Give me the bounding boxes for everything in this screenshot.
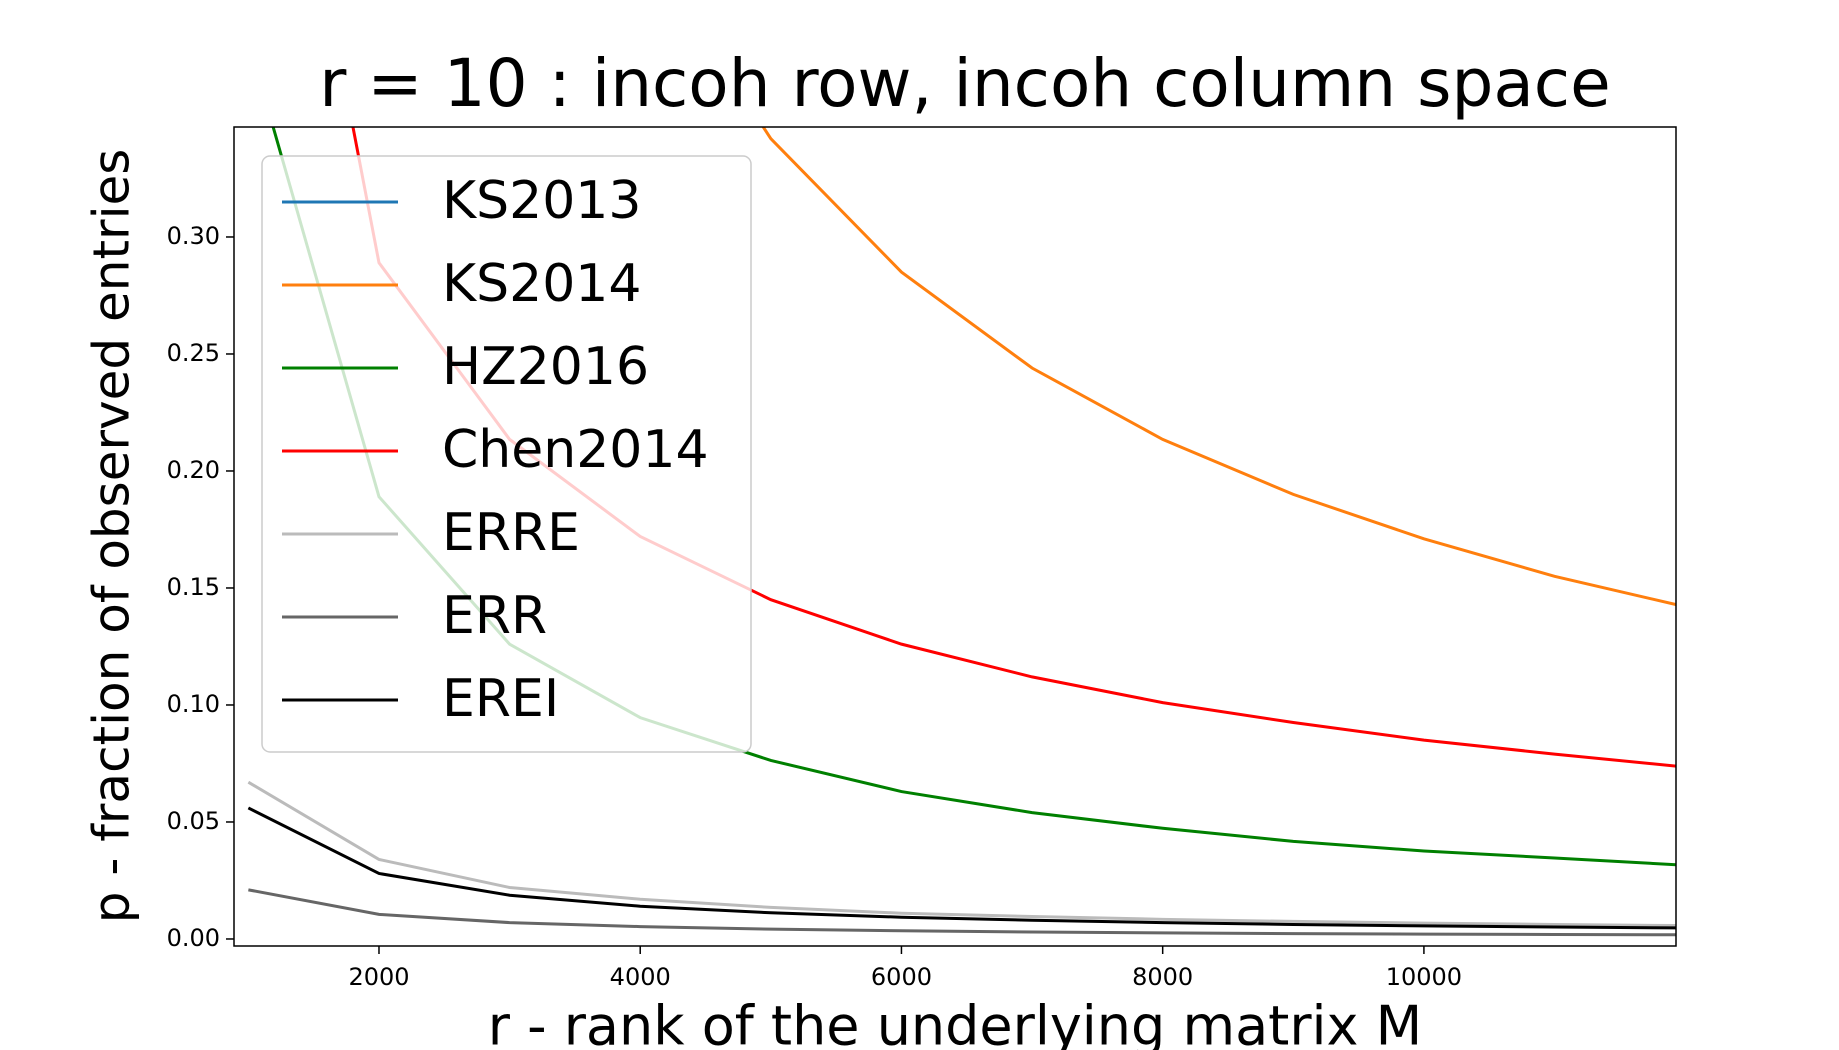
y-tick-label: 0.00 xyxy=(167,924,220,952)
legend-label: Chen2014 xyxy=(442,420,709,480)
x-tick-label: 6000 xyxy=(871,963,932,991)
y-tick-label: 0.25 xyxy=(167,339,220,367)
y-tick-label: 0.15 xyxy=(167,573,220,601)
legend-label: ERR xyxy=(442,586,547,646)
axes-frame xyxy=(233,126,1677,947)
y-axis-label: p - fraction of observed entries xyxy=(83,149,141,924)
legend-label: KS2013 xyxy=(442,171,641,231)
legend-label: EREI xyxy=(442,669,559,729)
line-series xyxy=(247,780,1676,928)
y-tick-label: 0.10 xyxy=(167,690,220,718)
legend-label: KS2014 xyxy=(442,254,641,314)
x-tick-label: 2000 xyxy=(348,963,409,991)
legend-label: HZ2016 xyxy=(442,337,649,397)
line-series xyxy=(248,888,1676,937)
x-axis-label: r - rank of the underlying matrix M xyxy=(488,995,1423,1050)
line-series xyxy=(247,806,1676,930)
legend-label: ERRE xyxy=(442,503,580,563)
y-tick-label: 0.05 xyxy=(167,807,220,835)
line-series xyxy=(761,127,1676,607)
x-tick-label: 8000 xyxy=(1132,963,1193,991)
x-tick-label: 10000 xyxy=(1386,963,1462,991)
legend-box xyxy=(261,155,752,753)
chart-title: r = 10 : incoh row, incoh column space xyxy=(319,45,1610,122)
y-tick-label: 0.20 xyxy=(167,456,220,484)
y-tick-label: 0.30 xyxy=(167,222,220,250)
x-tick-label: 4000 xyxy=(610,963,671,991)
